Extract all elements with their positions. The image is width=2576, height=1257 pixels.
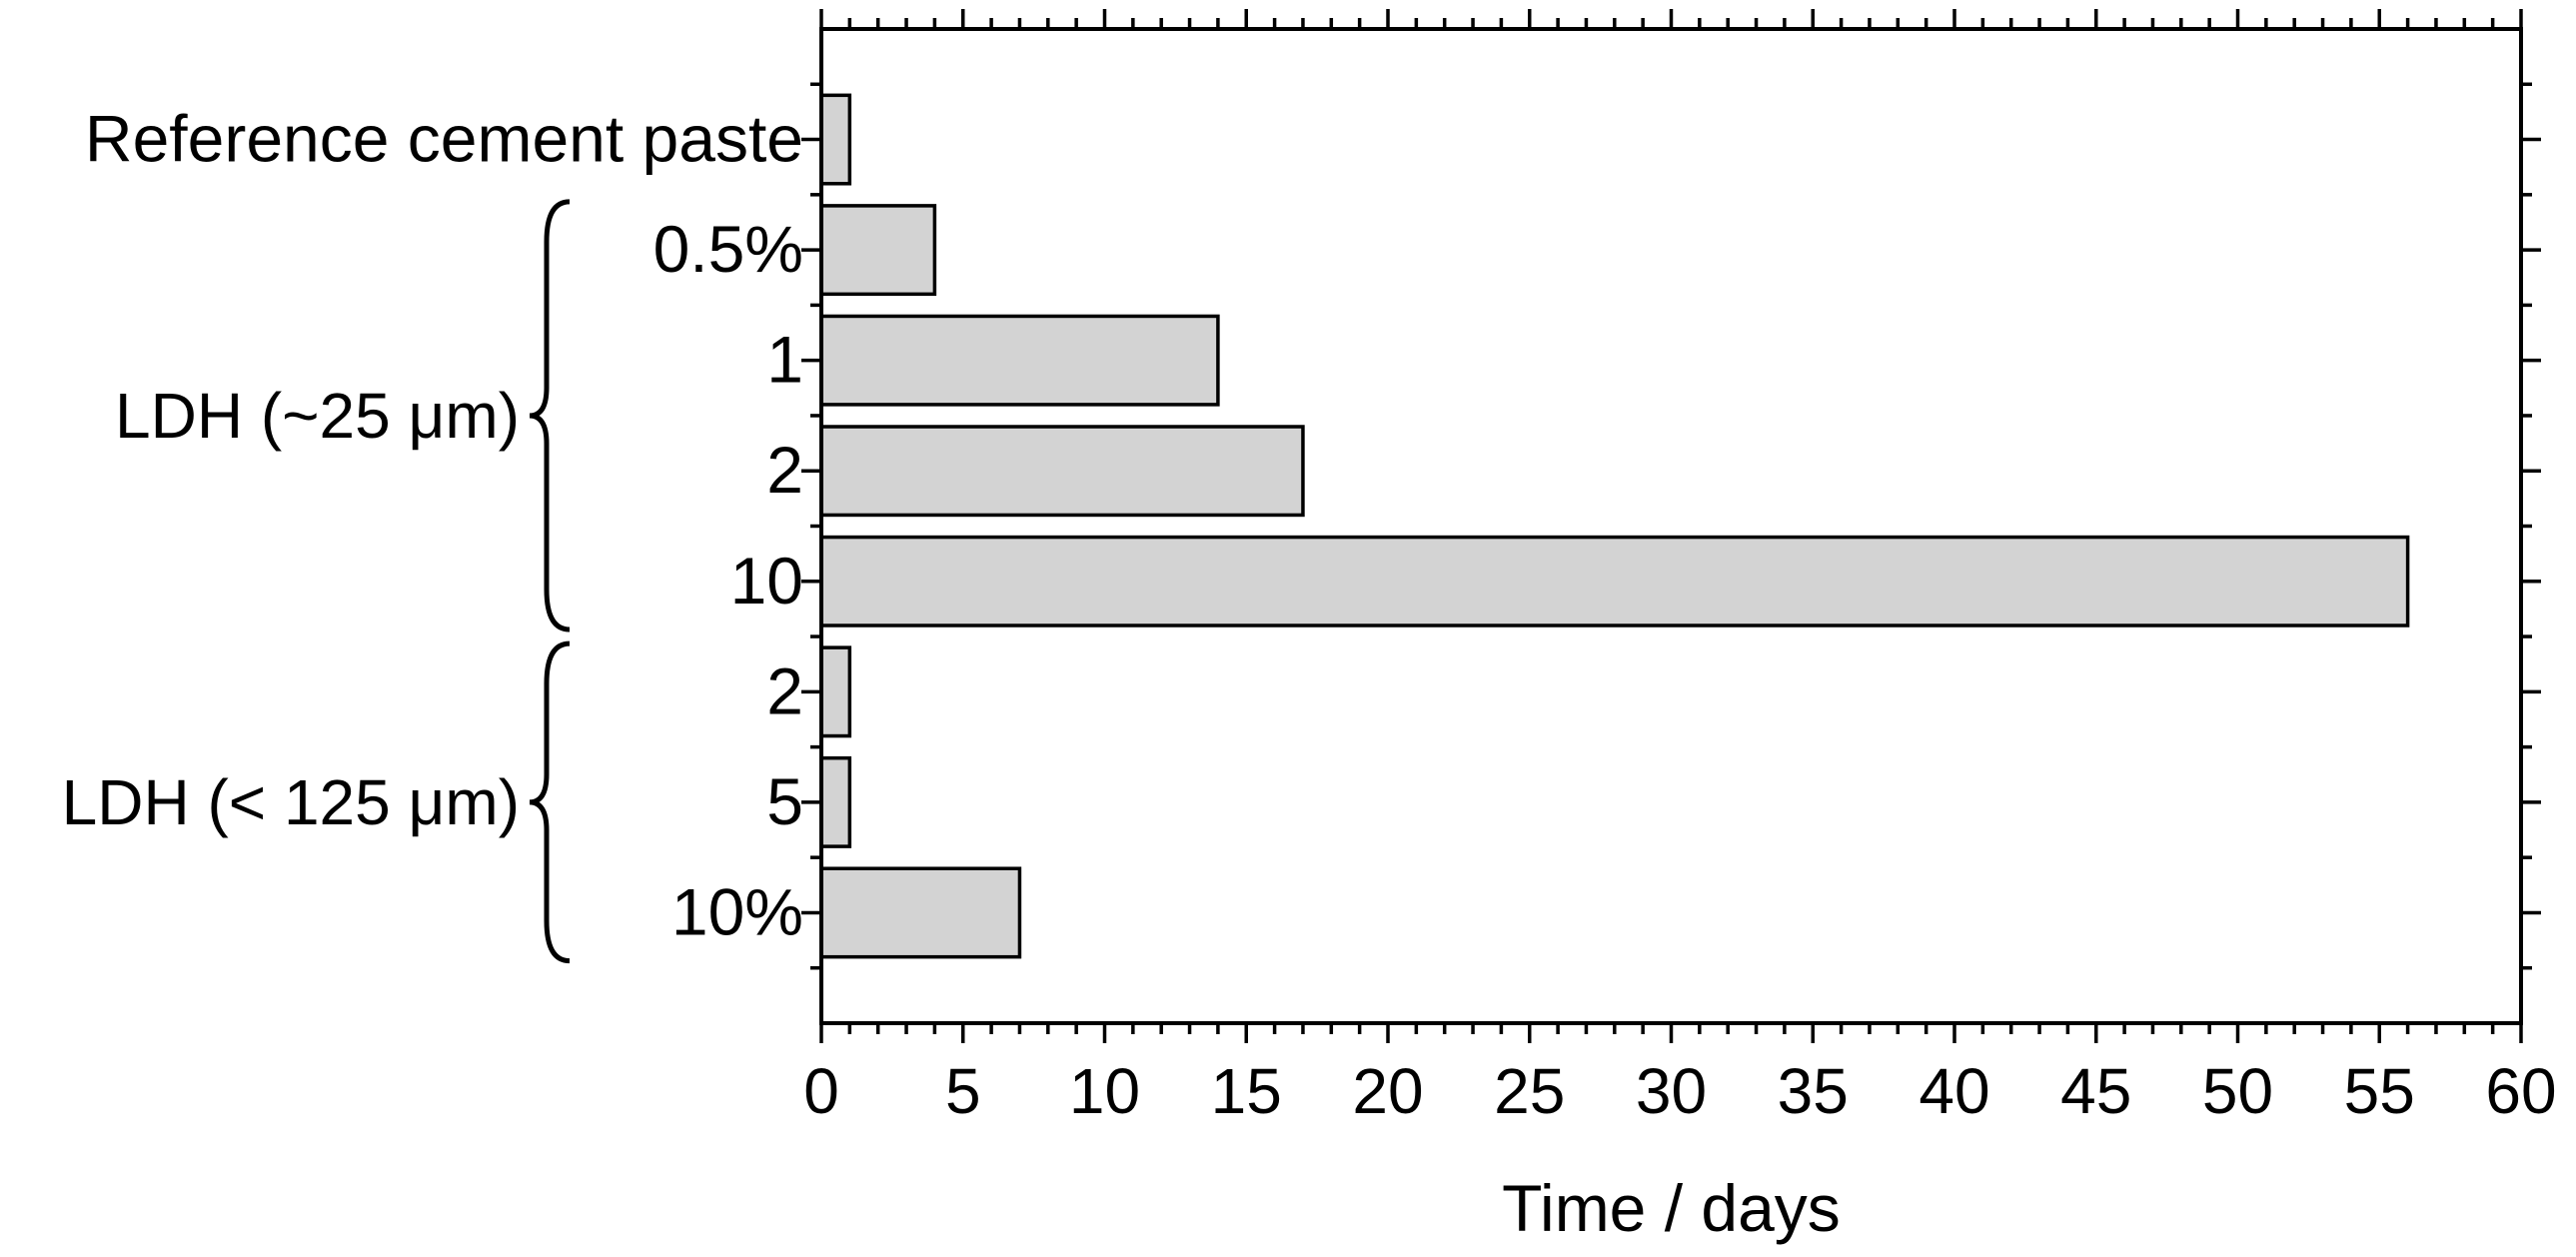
group-label-2: LDH (< 125 μm) [62, 766, 520, 838]
x-tick-label-55: 55 [2344, 1055, 2415, 1127]
category-label-6: 2 [766, 653, 803, 727]
x-tick-label-10: 10 [1069, 1055, 1140, 1127]
category-label-4: 2 [766, 433, 803, 507]
x-tick-label-30: 30 [1636, 1055, 1707, 1127]
x-tick-label-45: 45 [2060, 1055, 2131, 1127]
plot-frame [819, 27, 2523, 1025]
group-brace-1 [529, 199, 571, 632]
x-tick-label-25: 25 [1494, 1055, 1565, 1127]
category-label-7: 5 [766, 764, 803, 838]
x-tick-label-60: 60 [2485, 1055, 2556, 1127]
bar-7-5 [819, 755, 852, 848]
bar-1-reference-cement-paste [819, 93, 852, 186]
bar-2-0-5 [819, 204, 937, 297]
x-tick-label-5: 5 [945, 1055, 981, 1127]
group-brace-2 [529, 640, 571, 964]
category-label-8: 10% [671, 874, 803, 948]
x-tick-label-0: 0 [803, 1055, 839, 1127]
bar-5-10 [819, 535, 2410, 628]
bars-layer [819, 93, 2410, 959]
x-tick-label-20: 20 [1352, 1055, 1423, 1127]
bar-4-2 [819, 425, 1305, 518]
x-tick-label-35: 35 [1778, 1055, 1849, 1127]
group-label-1: LDH (~25 μm) [115, 380, 520, 452]
braces-layer [529, 199, 571, 964]
x-tick-label-15: 15 [1211, 1055, 1282, 1127]
bar-3-1 [819, 314, 1220, 407]
category-label-1: Reference cement paste [85, 102, 803, 176]
category-label-5: 10 [730, 544, 803, 618]
category-label-2: 0.5% [653, 212, 803, 286]
category-label-3: 1 [766, 323, 803, 397]
bar-6-2 [819, 645, 852, 738]
x-axis-title: Time / days [1502, 1171, 1841, 1245]
ticks-layer [801, 9, 2541, 1043]
bar-8-10 [819, 866, 1022, 959]
x-tick-label-40: 40 [1919, 1055, 1989, 1127]
x-tick-label-50: 50 [2202, 1055, 2273, 1127]
